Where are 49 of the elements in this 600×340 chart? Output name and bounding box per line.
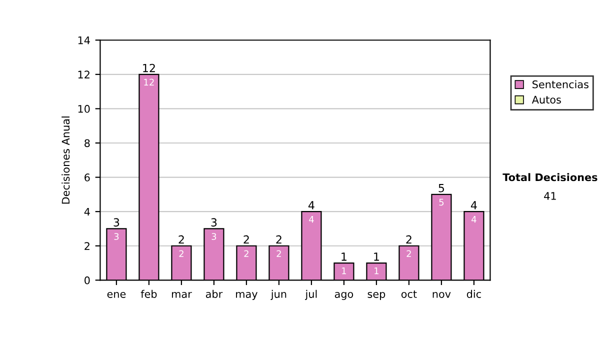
data-label: 1	[342, 267, 346, 274]
y-tick-label: 10	[78, 104, 90, 113]
total-label: 4	[470, 201, 477, 210]
data-label: 2	[179, 250, 184, 257]
x-tick-label: jun	[270, 290, 286, 300]
data-label: 2	[244, 250, 248, 257]
total-label: 1	[374, 252, 379, 261]
x-tick-label: nov	[432, 292, 451, 298]
data-label: 3	[212, 233, 216, 240]
x-tick-label: may	[236, 292, 258, 300]
y-tick-label: 8	[84, 139, 90, 148]
y-tick-label: 2	[84, 242, 90, 250]
y-tick-label: 6	[84, 174, 90, 182]
legend-label: Sentencias	[532, 80, 588, 88]
x-tick-label: ene	[107, 292, 126, 298]
y-tick-label: 4	[84, 208, 90, 216]
total-label: 12	[143, 64, 155, 72]
x-tick-label: dic	[466, 290, 481, 298]
y-tick-label: 14	[78, 36, 90, 44]
x-tick-label: mar	[172, 292, 192, 298]
legend-label: Autos	[532, 96, 561, 104]
data-label: 2	[276, 250, 281, 257]
x-tick-label: jul	[305, 290, 317, 300]
y-tick-label: 12	[78, 70, 90, 78]
data-label: 4	[472, 216, 476, 223]
data-label: 2	[406, 250, 411, 257]
data-label: 4	[309, 216, 314, 223]
y-axis-title: Decisiones Anual	[62, 116, 70, 204]
x-tick-label: sep	[368, 292, 386, 300]
total-label: 3	[211, 218, 217, 227]
total-label: 4	[308, 201, 314, 210]
text: Total Decisiones	[502, 173, 598, 182]
total-label: 2	[178, 235, 184, 244]
data-label: 5	[439, 198, 444, 206]
x-tick-label: ago	[334, 292, 354, 300]
x-tick-label: feb	[140, 290, 157, 298]
x-tick-label: oct	[401, 290, 417, 298]
text: 41	[544, 192, 556, 200]
total-label: 2	[406, 235, 412, 244]
x-tick-label: abr	[206, 290, 223, 298]
y-tick-label: 0	[84, 276, 90, 284]
total-label: 2	[276, 235, 282, 244]
total-label: 5	[438, 184, 444, 192]
total-label: 2	[244, 235, 249, 244]
total-label: 1	[342, 252, 346, 261]
data-label: 1	[374, 267, 378, 274]
total-label: 3	[114, 218, 120, 227]
data-label: 12	[144, 78, 154, 86]
data-label: 3	[114, 233, 119, 240]
